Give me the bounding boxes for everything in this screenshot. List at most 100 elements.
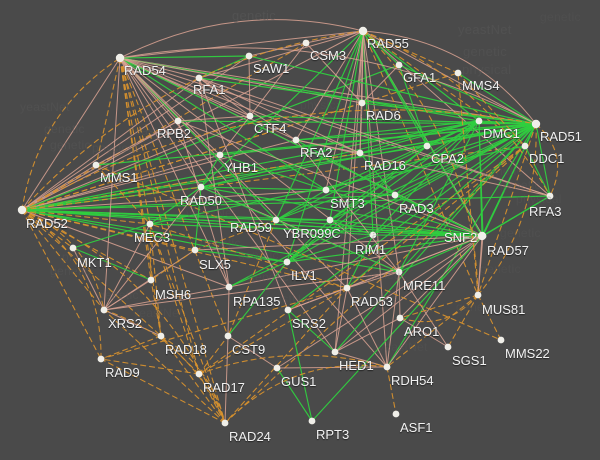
edge-yeastNet (194, 186, 202, 251)
node-rad16[interactable] (356, 149, 364, 157)
node-aro1[interactable] (396, 314, 404, 322)
edge-genetic (21, 145, 526, 211)
edge-physical (119, 30, 364, 59)
edge-genetic (149, 223, 348, 289)
node-rfa3[interactable] (546, 192, 554, 200)
node-rad6[interactable] (358, 99, 366, 107)
edge-physical (119, 57, 202, 188)
node-rfa1[interactable] (195, 74, 203, 82)
node-ilv1[interactable] (283, 258, 291, 266)
edge-genetic (149, 223, 200, 375)
node-rad53[interactable] (343, 284, 351, 292)
edge-genetic (100, 358, 200, 375)
node-xrs2[interactable] (100, 306, 108, 314)
edge-genetic (21, 209, 152, 281)
node-rad51[interactable] (531, 119, 541, 129)
edge-physical (276, 366, 388, 369)
node-rad24[interactable] (221, 419, 229, 427)
edge-physical (399, 317, 449, 348)
node-sgs1[interactable] (444, 343, 452, 351)
edge-arc-genetic (198, 354, 388, 375)
node-rad57[interactable] (479, 232, 487, 240)
edge-genetic (198, 373, 226, 424)
node-rad54[interactable] (115, 53, 125, 63)
edge-physical (119, 57, 363, 104)
node-rad9[interactable] (97, 355, 105, 363)
edge-yeastNet (482, 195, 551, 237)
node-gfa1[interactable] (395, 61, 403, 69)
node-srs2[interactable] (284, 306, 292, 314)
node-ddc1[interactable] (521, 142, 529, 150)
edge-group (21, 19, 559, 424)
node-rpb2[interactable] (174, 117, 182, 125)
edge-yeastNet (287, 309, 336, 353)
node-rad3[interactable] (391, 191, 399, 199)
node-rpa135[interactable] (225, 283, 233, 291)
edge-yeastNet (275, 189, 327, 221)
node-rim1[interactable] (369, 231, 377, 239)
node-rad17[interactable] (195, 370, 203, 378)
edge-yeastNet (286, 234, 374, 263)
node-yhb1[interactable] (216, 151, 224, 159)
node-mec3[interactable] (146, 220, 154, 228)
node-saw1[interactable] (245, 52, 253, 60)
edge-genetic (100, 358, 226, 424)
edge-yeastNet (275, 123, 537, 221)
node-rfa2[interactable] (292, 136, 300, 144)
edge-physical (119, 57, 200, 79)
edge-physical (248, 55, 251, 117)
edge-yeastNet (361, 102, 537, 125)
edge-genetic (198, 287, 348, 375)
node-mms22[interactable] (497, 336, 505, 344)
edge-genetic (386, 294, 479, 368)
node-cpa2[interactable] (423, 142, 431, 150)
node-mkt1[interactable] (69, 244, 77, 252)
node-rad52[interactable] (17, 205, 27, 215)
edge-yeastNet (228, 123, 537, 288)
node-mms4[interactable] (454, 69, 462, 77)
node-slx5[interactable] (191, 246, 199, 254)
node-rad55[interactable] (358, 26, 368, 36)
edge-physical (198, 77, 251, 117)
node-rad59[interactable] (272, 216, 280, 224)
edge-genetic (457, 72, 526, 147)
node-cst9[interactable] (224, 332, 232, 340)
node-hed1[interactable] (331, 348, 339, 356)
node-mms1[interactable] (92, 161, 100, 169)
node-dmc1[interactable] (475, 117, 483, 125)
edge-yeastNet (286, 145, 428, 263)
edge-yeastNet (119, 55, 250, 59)
edge-yeastNet (359, 120, 480, 154)
edge-yeastNet (219, 154, 327, 191)
edge-yeastNet (200, 120, 480, 188)
edge-physical (334, 287, 348, 353)
edge-yeastNet (398, 64, 428, 147)
node-ctf4[interactable] (246, 112, 254, 120)
node-asf1[interactable] (392, 410, 400, 418)
node-csm3[interactable] (302, 39, 310, 47)
node-rad18[interactable] (157, 332, 165, 340)
node-rad50[interactable] (197, 183, 205, 191)
node-mre11[interactable] (395, 268, 403, 276)
edge-genetic (160, 335, 200, 375)
edge-yeastNet (325, 189, 396, 196)
edge-genetic (21, 209, 151, 225)
edge-physical (21, 209, 230, 288)
edge-yeastNet (346, 123, 537, 289)
node-smt3[interactable] (322, 186, 330, 194)
node-rpt3[interactable] (308, 417, 316, 425)
edge-yeastNet (426, 123, 537, 147)
edge-physical (21, 77, 200, 211)
edge-yeastNet (194, 249, 288, 263)
edge-yeastNet (72, 223, 151, 249)
node-ybr099c[interactable] (326, 216, 334, 224)
node-rdh54[interactable] (383, 363, 391, 371)
edge-genetic (346, 145, 526, 289)
node-msh6[interactable] (147, 276, 155, 284)
edge-yeastNet (227, 261, 288, 337)
node-mus81[interactable] (474, 291, 482, 299)
node-gus1[interactable] (273, 364, 281, 372)
edge-physical (119, 57, 297, 141)
edge-physical (72, 247, 105, 311)
